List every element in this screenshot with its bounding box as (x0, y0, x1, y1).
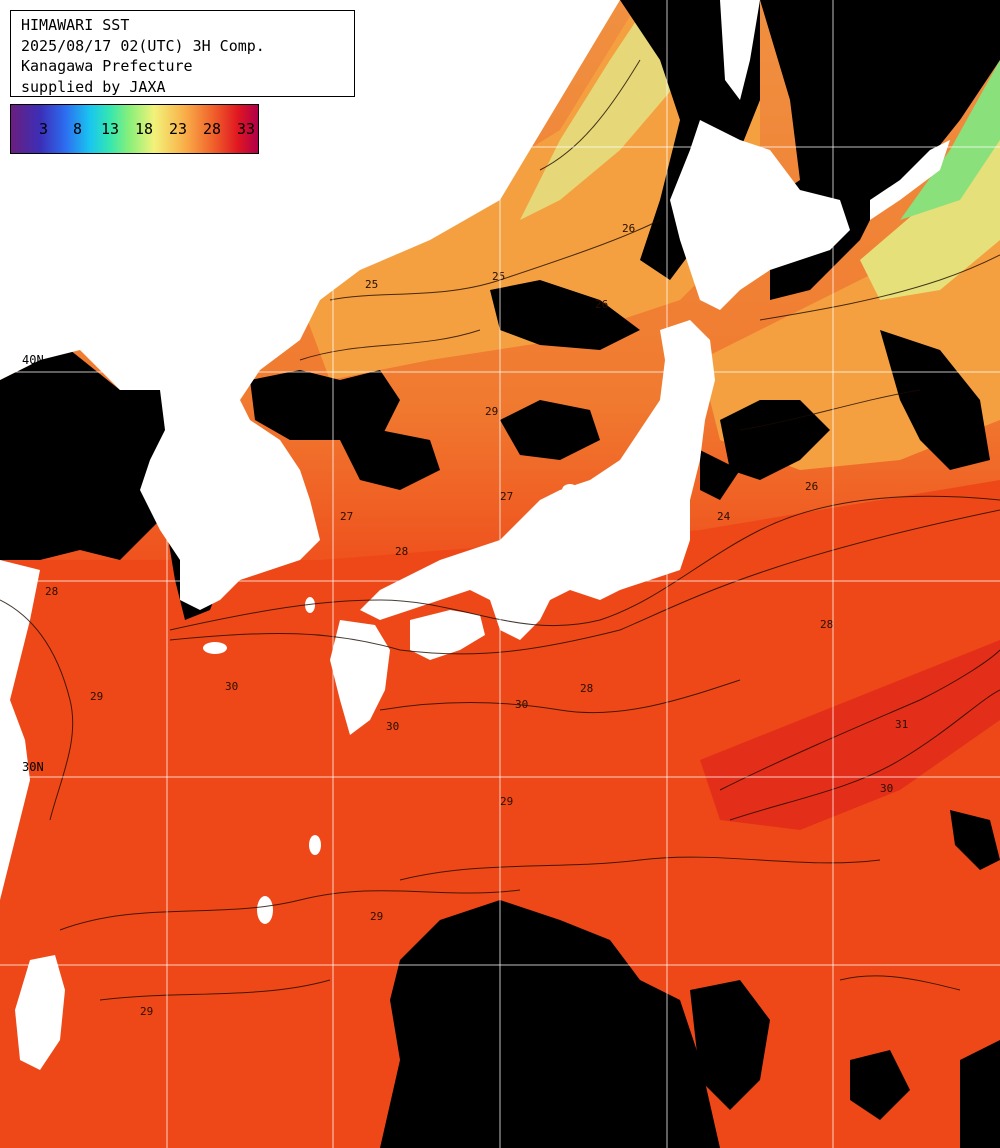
contour-label: 29 (370, 910, 383, 923)
map-title: HIMAWARI SST (21, 16, 130, 34)
legend-tick: 28 (203, 120, 222, 138)
hot-water-band (700, 640, 1000, 830)
map-credit: supplied by JAXA (21, 77, 166, 96)
contour-labels: 25 25 26 26 27 27 28 28 28 28 29 29 29 2… (45, 222, 908, 1018)
legend-tick: 13 (101, 120, 120, 138)
contour-label: 28 (580, 682, 593, 695)
latitude-label-40n: 40N (22, 353, 44, 367)
contour-label: 30 (515, 698, 528, 711)
map-timestamp: 2025/08/17 02(UTC) 3H Comp. (21, 36, 265, 55)
legend-tick: 18 (135, 120, 154, 138)
contour-label: 25 (365, 278, 378, 291)
cold-water-ne (900, 60, 1000, 220)
contour-label: 31 (895, 718, 908, 731)
contour-label: 26 (595, 298, 608, 311)
contour-label: 30 (880, 782, 893, 795)
contour-label: 28 (820, 618, 833, 631)
map-info-box: HIMAWARI SST 2025/08/17 02(UTC) 3H Comp.… (10, 10, 355, 97)
contour-label: 29 (485, 405, 498, 418)
color-scale-legend: 3 8 13 18 23 28 33 (10, 104, 259, 154)
contour-label: 26 (805, 480, 818, 493)
contour-label: 28 (45, 585, 58, 598)
cool-water-region (520, 0, 700, 220)
contour-label: 28 (395, 545, 408, 558)
legend-tick: 3 (39, 120, 49, 138)
sst-contours (0, 59, 1000, 1001)
contour-label: 29 (140, 1005, 153, 1018)
legend-tick: 23 (169, 120, 188, 138)
contour-label: 30 (386, 720, 399, 733)
latitude-label-30n: 30N (22, 760, 44, 774)
map-region: Kanagawa Prefecture (21, 57, 193, 75)
contour-label: 29 (90, 690, 103, 703)
contour-label: 27 (340, 510, 353, 523)
legend-tick: 33 (237, 120, 256, 138)
contour-label: 26 (622, 222, 635, 235)
contour-label: 29 (500, 795, 513, 808)
legend-tick: 8 (73, 120, 83, 138)
contour-label: 27 (500, 490, 513, 503)
contour-label: 30 (225, 680, 238, 693)
contour-label: 25 (492, 270, 505, 283)
contour-label: 24 (717, 510, 731, 523)
